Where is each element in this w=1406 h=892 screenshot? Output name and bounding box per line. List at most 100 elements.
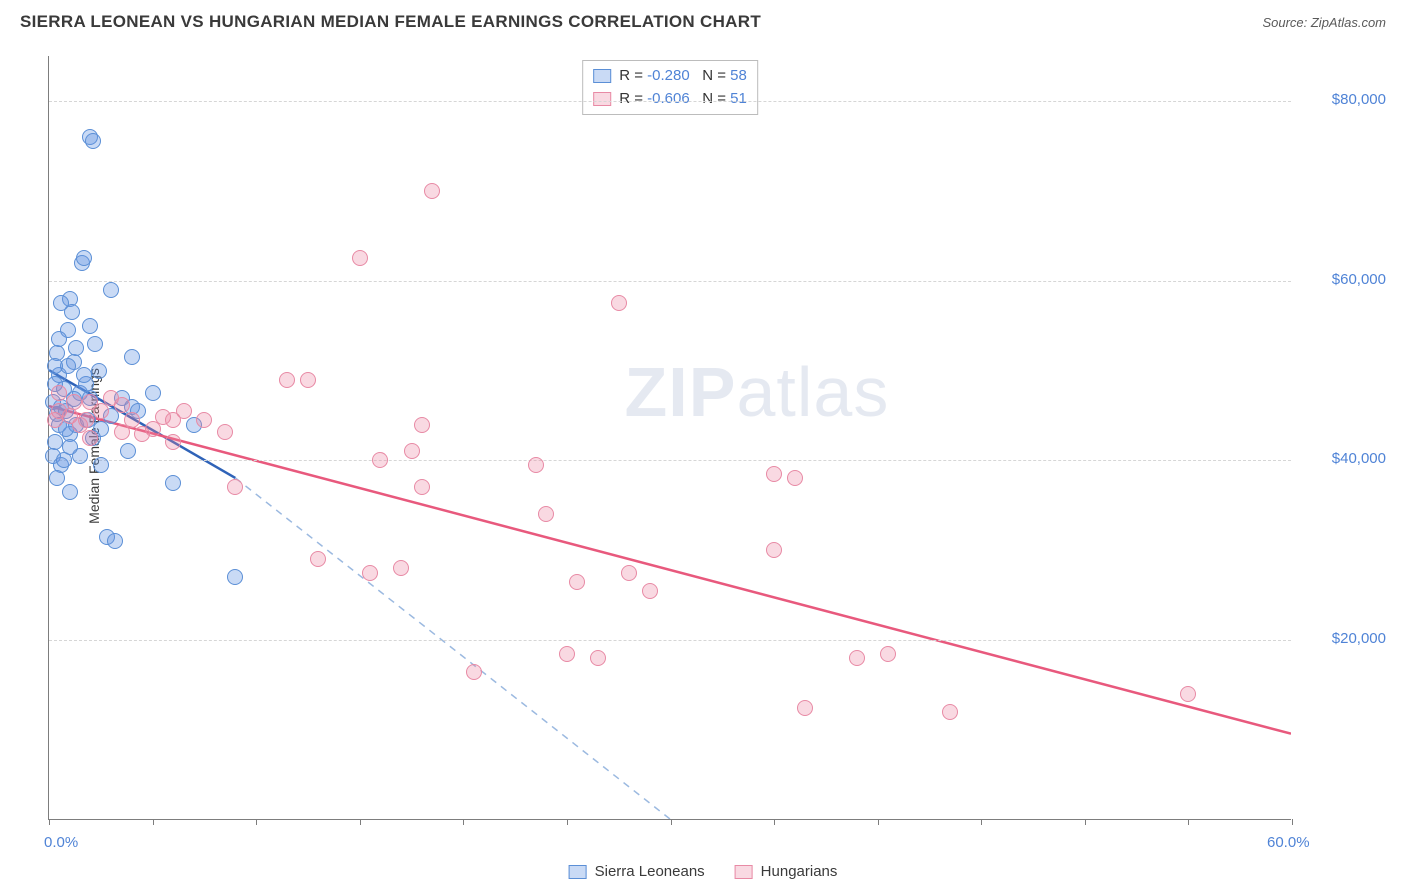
xtick-mark: [153, 819, 154, 825]
data-point: [621, 565, 637, 581]
data-point: [91, 363, 107, 379]
data-point: [880, 646, 896, 662]
data-point: [124, 349, 140, 365]
xtick-mark: [360, 819, 361, 825]
data-point: [107, 533, 123, 549]
data-point: [165, 475, 181, 491]
stats-legend-row: R = -0.280 N = 58: [593, 65, 747, 88]
data-point: [93, 403, 109, 419]
gridline-h: [49, 640, 1291, 641]
data-point: [78, 412, 94, 428]
data-point: [642, 583, 658, 599]
data-point: [1180, 686, 1196, 702]
series-legend-item: Sierra Leoneans: [569, 863, 705, 880]
data-point: [49, 470, 65, 486]
data-point: [47, 358, 63, 374]
data-point: [569, 574, 585, 590]
data-point: [310, 551, 326, 567]
data-point: [76, 250, 92, 266]
data-point: [942, 704, 958, 720]
source-label: Source: ZipAtlas.com: [1262, 15, 1386, 30]
series-legend-label: Sierra Leoneans: [595, 863, 705, 880]
data-point: [51, 385, 67, 401]
regression-line-dashed: [235, 478, 670, 819]
stats-legend-text: R = -0.606 N = 51: [619, 88, 747, 111]
data-point: [300, 372, 316, 388]
data-point: [114, 424, 130, 440]
data-point: [414, 479, 430, 495]
series-legend-item: Hungarians: [735, 863, 838, 880]
chart-plot-area: ZIPatlas R = -0.280 N = 58R = -0.606 N =…: [48, 56, 1291, 820]
data-point: [404, 443, 420, 459]
data-point: [414, 417, 430, 433]
data-point: [62, 484, 78, 500]
data-point: [165, 434, 181, 450]
ytick-label: $20,000: [1332, 630, 1386, 647]
watermark: ZIPatlas: [625, 352, 890, 432]
data-point: [68, 340, 84, 356]
data-point: [766, 542, 782, 558]
stats-legend-row: R = -0.606 N = 51: [593, 88, 747, 111]
xtick-mark: [878, 819, 879, 825]
data-point: [590, 650, 606, 666]
xtick-mark: [256, 819, 257, 825]
ytick-label: $40,000: [1332, 450, 1386, 467]
xtick-mark: [1085, 819, 1086, 825]
xtick-mark: [49, 819, 50, 825]
data-point: [362, 565, 378, 581]
data-point: [372, 452, 388, 468]
data-point: [196, 412, 212, 428]
legend-swatch: [569, 865, 587, 879]
data-point: [85, 133, 101, 149]
data-point: [352, 250, 368, 266]
data-point: [766, 466, 782, 482]
xtick-label: 0.0%: [44, 834, 78, 851]
data-point: [82, 430, 98, 446]
xtick-mark: [463, 819, 464, 825]
xtick-mark: [981, 819, 982, 825]
data-point: [51, 331, 67, 347]
ytick-label: $60,000: [1332, 271, 1386, 288]
chart-title: SIERRA LEONEAN VS HUNGARIAN MEDIAN FEMAL…: [20, 12, 761, 32]
stats-legend: R = -0.280 N = 58R = -0.606 N = 51: [582, 60, 758, 115]
watermark-zip: ZIP: [625, 353, 737, 431]
data-point: [227, 479, 243, 495]
data-point: [145, 385, 161, 401]
legend-swatch: [593, 69, 611, 83]
data-point: [66, 394, 82, 410]
xtick-mark: [671, 819, 672, 825]
data-point: [424, 183, 440, 199]
data-point: [611, 295, 627, 311]
data-point: [797, 700, 813, 716]
data-point: [279, 372, 295, 388]
data-point: [120, 443, 136, 459]
watermark-atlas: atlas: [736, 353, 889, 431]
data-point: [393, 560, 409, 576]
gridline-h: [49, 460, 1291, 461]
ytick-label: $80,000: [1332, 91, 1386, 108]
gridline-h: [49, 281, 1291, 282]
data-point: [114, 397, 130, 413]
data-point: [849, 650, 865, 666]
data-point: [87, 336, 103, 352]
data-point: [93, 457, 109, 473]
legend-swatch: [735, 865, 753, 879]
regression-lines: [49, 56, 1291, 819]
data-point: [227, 569, 243, 585]
data-point: [787, 470, 803, 486]
xtick-label: 60.0%: [1267, 834, 1310, 851]
xtick-mark: [567, 819, 568, 825]
xtick-mark: [774, 819, 775, 825]
data-point: [538, 506, 554, 522]
xtick-mark: [1188, 819, 1189, 825]
series-legend: Sierra Leoneans Hungarians: [569, 863, 838, 880]
data-point: [47, 412, 63, 428]
data-point: [176, 403, 192, 419]
data-point: [62, 439, 78, 455]
data-point: [82, 318, 98, 334]
data-point: [134, 426, 150, 442]
data-point: [528, 457, 544, 473]
stats-legend-text: R = -0.280 N = 58: [619, 65, 747, 88]
data-point: [217, 424, 233, 440]
data-point: [559, 646, 575, 662]
